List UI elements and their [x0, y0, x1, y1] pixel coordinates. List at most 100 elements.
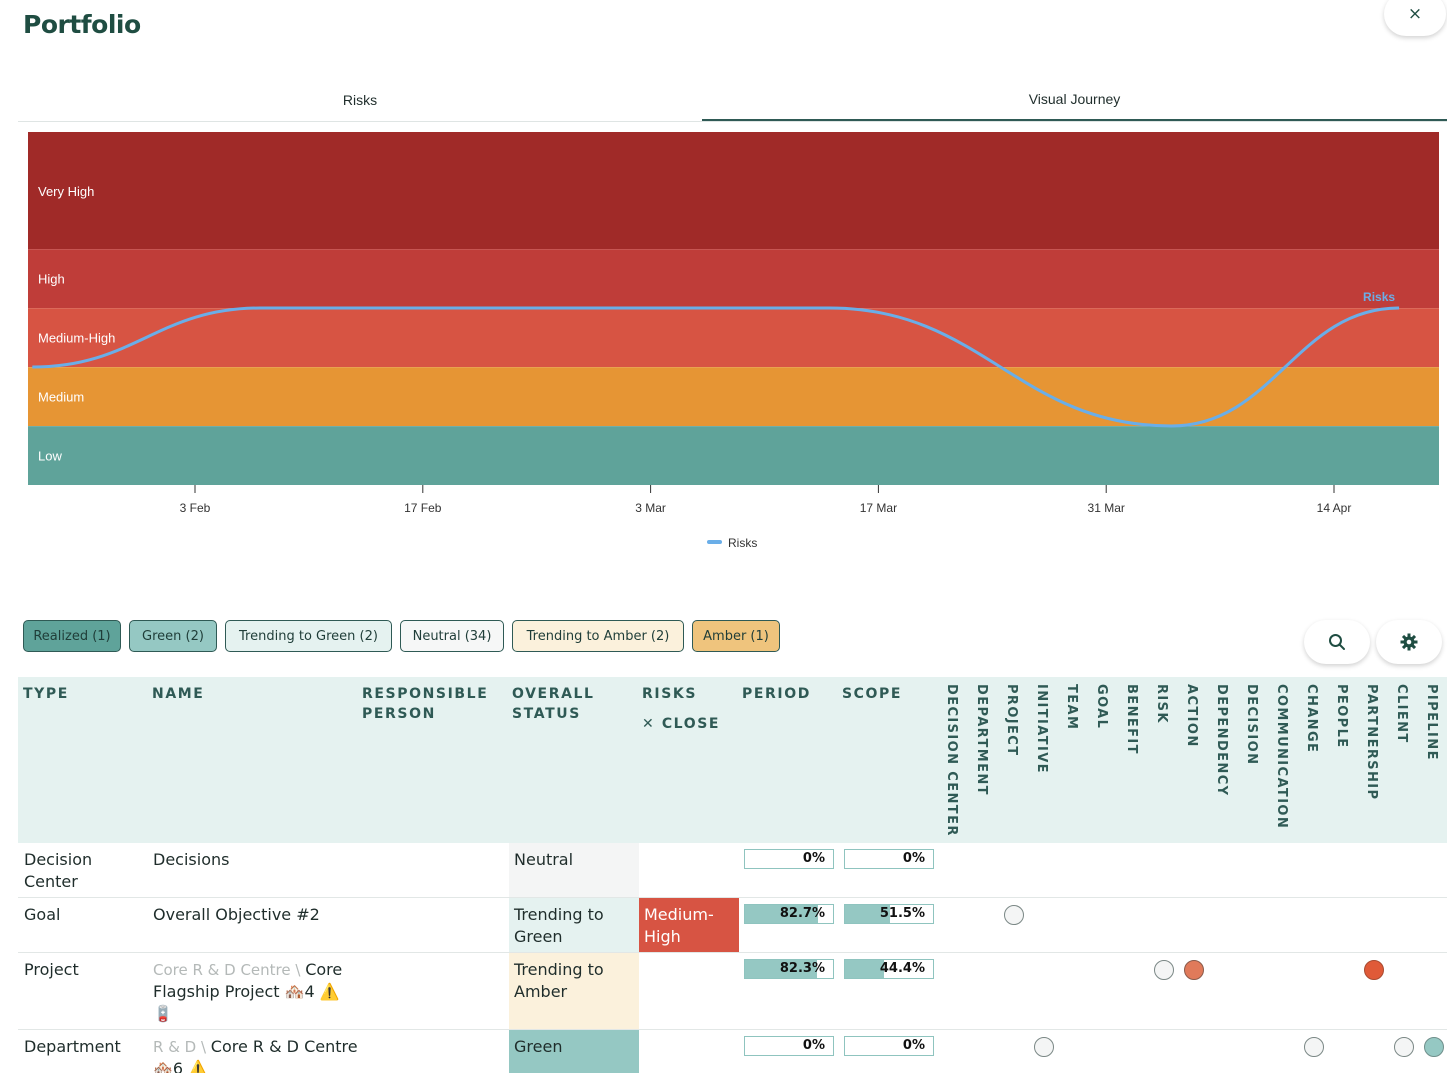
band-medium	[28, 367, 1439, 426]
header-initiative[interactable]: INITIATIVE	[1034, 684, 1049, 774]
header-project[interactable]: PROJECT	[1004, 684, 1019, 757]
header-department[interactable]: DEPARTMENT	[974, 684, 989, 796]
header-decision[interactable]: DECISION	[1244, 684, 1259, 766]
period-progress-fill	[745, 960, 818, 978]
header-client[interactable]: CLIENT	[1394, 684, 1409, 744]
cell-type: Department	[24, 1037, 121, 1056]
x-tick-label: 14 Apr	[1317, 501, 1352, 515]
risk-journey-chart: Low Medium Medium-High High Very High 3 Feb 17…	[28, 132, 1439, 550]
filter-pill[interactable]: Amber (1)	[692, 620, 780, 652]
cell-name[interactable]: R & D \ Core R & D Centre 🏘️6 ⚠️	[153, 1036, 363, 1073]
table-row[interactable]: Department R & D \ Core R & D Centre 🏘️6 …	[18, 1030, 1447, 1073]
gear-icon	[1400, 633, 1418, 651]
relation-dot-benefit[interactable]	[1154, 960, 1174, 980]
relation-dot-people[interactable]	[1364, 960, 1384, 980]
period-value: 0%	[802, 851, 825, 866]
header-goal[interactable]: GOAL	[1094, 684, 1109, 730]
table-row[interactable]: Goal Overall Objective #2 Trending to Gree…	[18, 898, 1447, 953]
header-partnership[interactable]: PARTNERSHIP	[1364, 684, 1379, 801]
cell-name[interactable]: Decisions	[153, 849, 363, 871]
filter-pill[interactable]: Trending to Amber (2)	[512, 620, 684, 652]
relation-dot-project[interactable]	[1034, 1037, 1054, 1057]
tab-risks[interactable]: Risks	[342, 91, 378, 108]
series-end-label: Risks	[1363, 290, 1395, 304]
settings-button[interactable]	[1376, 620, 1442, 664]
status-badge: Trending to Green	[509, 898, 639, 952]
breadcrumb[interactable]: R & D \	[153, 1038, 211, 1056]
header-scope[interactable]: SCOPE	[842, 686, 903, 702]
scope-value: 44.4%	[879, 961, 925, 976]
cell-type: Decision Center	[24, 850, 93, 891]
cell-name[interactable]: Overall Objective #2	[153, 904, 363, 926]
header-risk[interactable]: RISK	[1154, 684, 1169, 724]
band-low	[28, 426, 1439, 485]
filter-pill[interactable]: Neutral (34)	[400, 620, 504, 652]
band-label: Low	[38, 449, 62, 464]
item-name[interactable]: Core Flagship Project 🏘️4 ⚠️ 🪫	[153, 960, 343, 1023]
relation-dot-communication[interactable]	[1304, 1037, 1324, 1057]
table-header	[18, 677, 1447, 843]
risks-close-button[interactable]: ✕ CLOSE	[642, 716, 721, 732]
band-medium-high	[28, 308, 1439, 367]
status-badge: Green	[509, 1030, 639, 1073]
scope-progress-bar: 0%	[844, 1036, 934, 1056]
close-icon: ×	[1407, 4, 1423, 24]
cell-type: Goal	[24, 905, 61, 924]
status-badge: Neutral	[509, 843, 639, 897]
band-label: Medium-High	[38, 331, 115, 346]
scope-progress-bar: 0%	[844, 849, 934, 869]
x-tick-label: 17 Mar	[860, 501, 897, 515]
filter-pill[interactable]: Green (2)	[129, 620, 217, 652]
period-progress-bar: 82.7%	[744, 904, 834, 924]
scope-value: 51.5%	[879, 906, 925, 921]
band-label: Very High	[38, 184, 94, 199]
x-tick-label: 31 Mar	[1088, 501, 1125, 515]
breadcrumb[interactable]: Core R & D Centre \	[153, 961, 306, 979]
relation-dot-risk[interactable]	[1184, 960, 1204, 980]
relation-dot-partnership[interactable]	[1394, 1037, 1414, 1057]
header-dependency[interactable]: DEPENDENCY	[1214, 684, 1229, 797]
relation-dot-department[interactable]	[1004, 905, 1024, 925]
item-name[interactable]: Decisions	[153, 850, 230, 869]
header-action[interactable]: ACTION	[1184, 684, 1199, 748]
tab-bar: Risks Visual Journey	[18, 78, 1447, 122]
table-row[interactable]: Decision Center Decisions Neutral 0% 0%	[18, 843, 1447, 898]
tab-visual-journey[interactable]: Visual Journey	[702, 78, 1447, 121]
header-type[interactable]: TYPE	[23, 686, 69, 702]
close-icon: ✕	[642, 716, 662, 732]
page-title: Portfolio	[23, 10, 141, 39]
header-overall-status[interactable]: OVERALL STATUS	[512, 686, 595, 722]
x-tick-label: 17 Feb	[404, 501, 442, 515]
table-row[interactable]: Project Core R & D Centre \ Core Flagship…	[18, 953, 1447, 1030]
scope-progress-bar: 44.4%	[844, 959, 934, 979]
legend-label: Risks	[728, 536, 757, 550]
header-people[interactable]: PEOPLE	[1334, 684, 1349, 749]
series-line-risks	[32, 306, 1400, 428]
header-risks[interactable]: RISKS	[642, 686, 698, 702]
header-benefit[interactable]: BENEFIT	[1124, 684, 1139, 755]
filter-pill[interactable]: Realized (1)	[23, 620, 121, 652]
period-value: 82.7%	[779, 906, 825, 921]
header-pipeline[interactable]: PIPELINE	[1424, 684, 1439, 761]
header-communication[interactable]: COMMUNICATION	[1274, 684, 1289, 830]
item-name[interactable]: Core R & D Centre 🏘️6 ⚠️	[153, 1037, 358, 1073]
item-name[interactable]: Overall Objective #2	[153, 905, 320, 924]
scope-progress-fill	[845, 960, 885, 978]
filter-pill[interactable]: Trending to Green (2)	[225, 620, 392, 652]
search-icon	[1329, 634, 1345, 650]
header-name[interactable]: NAME	[152, 686, 205, 702]
relation-dot-client[interactable]	[1424, 1037, 1444, 1057]
header-decision-center[interactable]: DECISION CENTER	[944, 684, 959, 837]
header-change[interactable]: CHANGE	[1304, 684, 1319, 754]
header-team[interactable]: TEAM	[1064, 684, 1079, 731]
close-button[interactable]: ×	[1384, 0, 1446, 36]
header-period[interactable]: PERIOD	[742, 686, 811, 702]
scope-value: 0%	[902, 1038, 925, 1053]
cell-type: Project	[24, 960, 79, 979]
cell-name[interactable]: Core R & D Centre \ Core Flagship Projec…	[153, 959, 363, 1025]
search-button[interactable]	[1304, 620, 1370, 664]
band-high	[28, 249, 1439, 308]
status-badge: Trending to Amber	[509, 953, 639, 1029]
header-responsible[interactable]: RESPONSIBLE PERSON	[362, 686, 489, 722]
period-progress-bar: 0%	[744, 849, 834, 869]
